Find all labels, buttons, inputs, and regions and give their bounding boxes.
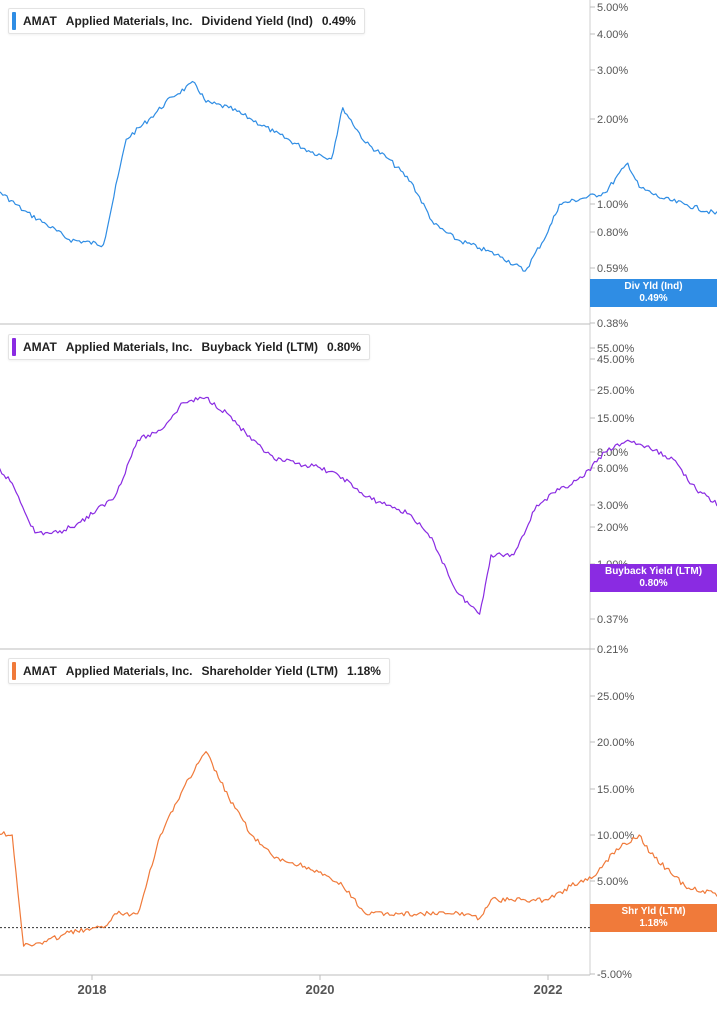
y-tick-label: 2.00% <box>597 114 628 126</box>
y-tick-label: 1.00% <box>597 199 628 211</box>
y-tick-label: 6.00% <box>597 463 628 475</box>
y-tick-label: 15.00% <box>597 784 635 796</box>
legend-value: 1.18% <box>346 664 381 678</box>
legend-shareholder-yield: AMAT Applied Materials, Inc. Shareholder… <box>8 658 390 684</box>
y-tick-label: 2.00% <box>597 522 628 534</box>
y-tick-label: 25.00% <box>597 691 635 703</box>
tag-value: 0.49% <box>639 293 668 304</box>
legend-company: Applied Materials, Inc. <box>65 14 193 28</box>
y-tick-label: 5.00% <box>597 876 628 888</box>
y-tick-label: 0.38% <box>597 318 628 330</box>
legend-ticker: AMAT <box>23 14 57 28</box>
y-tick-label: 15.00% <box>597 413 635 425</box>
y-tick-label: 4.00% <box>597 29 628 41</box>
series-color-swatch <box>12 338 16 356</box>
series-color-swatch <box>12 12 16 30</box>
series-line-dividend-yield <box>0 80 717 272</box>
y-tick-label: -5.00% <box>597 969 632 981</box>
y-tick-label: 5.00% <box>597 2 628 14</box>
y-tick-label: 10.00% <box>597 830 635 842</box>
tag-label: Shr Yld (LTM) <box>621 906 686 917</box>
legend-metric: Dividend Yield (Ind) <box>201 14 313 28</box>
tag-label: Buyback Yield (LTM) <box>604 566 703 577</box>
y-tick-label: 0.59% <box>597 263 628 275</box>
x-tick-label: 2022 <box>534 982 563 997</box>
legend-company: Applied Materials, Inc. <box>65 664 193 678</box>
last-value-tag-buyback: Buyback Yield (LTM) 0.80% <box>590 564 717 592</box>
y-tick-label: 20.00% <box>597 737 635 749</box>
y-tick-label: 8.00% <box>597 447 628 459</box>
last-value-tag-shareholder: Shr Yld (LTM) 1.18% <box>590 904 717 932</box>
y-tick-label: 25.00% <box>597 385 635 397</box>
series-line-buyback-yield <box>0 396 717 615</box>
x-tick-label: 2018 <box>78 982 107 997</box>
y-tick-label: 55.00% <box>597 343 635 355</box>
y-tick-label: 0.80% <box>597 227 628 239</box>
legend-buyback-yield: AMAT Applied Materials, Inc. Buyback Yie… <box>8 334 370 360</box>
legend-dividend-yield: AMAT Applied Materials, Inc. Dividend Yi… <box>8 8 365 34</box>
legend-ticker: AMAT <box>23 340 57 354</box>
y-tick-label: 45.00% <box>597 354 635 366</box>
legend-value: 0.49% <box>321 14 356 28</box>
tag-value: 1.18% <box>639 918 668 929</box>
legend-company: Applied Materials, Inc. <box>65 340 193 354</box>
y-tick-label: 3.00% <box>597 65 628 77</box>
legend-ticker: AMAT <box>23 664 57 678</box>
series-color-swatch <box>12 662 16 680</box>
tag-label: Div Yld (Ind) <box>624 281 683 292</box>
legend-value: 0.80% <box>326 340 361 354</box>
tag-value: 0.80% <box>639 578 668 589</box>
last-value-tag-dividend: Div Yld (Ind) 0.49% <box>590 279 717 307</box>
x-tick-label: 2020 <box>306 982 335 997</box>
y-tick-label: 0.37% <box>597 614 628 626</box>
y-tick-label: 0.21% <box>597 644 628 656</box>
y-tick-label: 3.00% <box>597 500 628 512</box>
legend-metric: Shareholder Yield (LTM) <box>201 664 338 678</box>
legend-metric: Buyback Yield (LTM) <box>201 340 318 354</box>
series-line-shareholder-yield <box>0 751 717 947</box>
